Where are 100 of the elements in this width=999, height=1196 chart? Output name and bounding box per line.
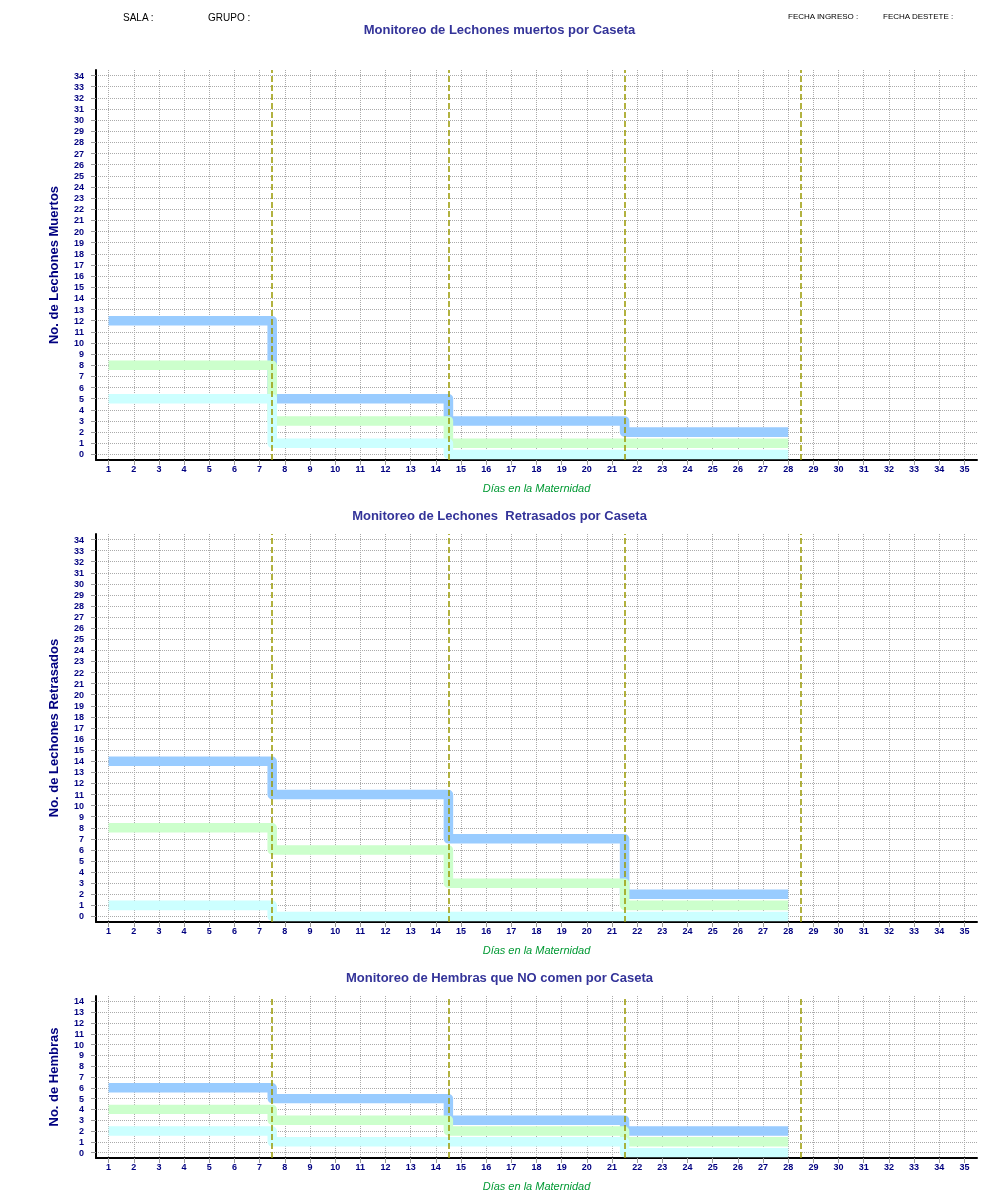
- x-tick-label: 7: [257, 925, 263, 936]
- y-tick-label: 4: [78, 867, 84, 878]
- y-tick-label: 1: [78, 900, 84, 911]
- x-tick-label: 5: [206, 925, 212, 936]
- x-tick-label: 29: [808, 925, 819, 936]
- x-tick-label: 11: [355, 1161, 366, 1172]
- x-tick-label: 35: [959, 463, 970, 474]
- x-tick-label: 14: [430, 463, 441, 474]
- x-tick-label: 16: [481, 925, 492, 936]
- x-tick-label: 34: [934, 1161, 945, 1172]
- y-tick-label: 3: [78, 416, 84, 426]
- x-tick-label: 23: [657, 463, 668, 474]
- y-tick-label: 3: [78, 878, 84, 889]
- y-tick-label: 25: [73, 634, 84, 645]
- y-tick-label: 24: [73, 182, 84, 192]
- x-tick-label: 28: [783, 463, 794, 474]
- y-tick-label: 34: [73, 534, 84, 545]
- x-tick-label: 29: [808, 1161, 819, 1172]
- x-tick-label: 27: [758, 463, 769, 474]
- x-tick-label: 22: [632, 925, 643, 936]
- y-tick-label: 21: [73, 215, 84, 226]
- y-tick-label: 15: [73, 282, 84, 293]
- x-tick-label: 20: [581, 925, 592, 936]
- y-tick-label: 11: [74, 789, 84, 800]
- x-tick-label: 8: [282, 1161, 288, 1172]
- y-tick-label: 2: [78, 1126, 84, 1136]
- y-tick-label: 6: [78, 382, 84, 393]
- y-tick-label: 27: [73, 148, 84, 159]
- x-tick-label: 3: [156, 1161, 162, 1172]
- y-tick-label: 23: [73, 193, 84, 204]
- x-tick-label: 9: [307, 1161, 313, 1172]
- x-tick-label: 10: [330, 1161, 341, 1172]
- x-tick-label: 35: [959, 1161, 970, 1172]
- x-axis-title: Días en la Maternidad: [482, 1179, 592, 1192]
- y-tick-label: 18: [73, 711, 84, 722]
- x-tick-label: 27: [758, 1161, 769, 1172]
- x-tick-label: 33: [909, 463, 920, 474]
- x-tick-label: 30: [833, 463, 844, 474]
- y-tick-label: 10: [73, 338, 84, 348]
- x-tick-label: 19: [556, 925, 567, 936]
- x-tick-label: 3: [156, 925, 162, 936]
- x-tick-label: 9: [307, 925, 313, 936]
- x-tick-label: 34: [934, 925, 945, 936]
- x-tick-label: 4: [181, 463, 187, 474]
- x-tick-label: 11: [355, 925, 366, 936]
- x-tick-label: 14: [430, 1161, 441, 1172]
- x-tick-label: 18: [531, 463, 542, 474]
- y-tick-label: 9: [78, 811, 84, 822]
- x-tick-label: 6: [231, 925, 237, 936]
- x-tick-label: 6: [231, 463, 237, 474]
- x-tick-label: 2: [131, 925, 137, 936]
- x-tick-label: 24: [682, 463, 693, 474]
- y-tick-label: 12: [73, 1018, 84, 1028]
- y-axis-title: No. de Hembras: [46, 1027, 61, 1127]
- x-tick-label: 13: [405, 463, 416, 474]
- x-tick-label: 17: [506, 1161, 517, 1172]
- x-tick-label: 21: [607, 1161, 618, 1172]
- x-tick-label: 21: [607, 925, 618, 936]
- y-tick-label: 5: [78, 393, 84, 404]
- x-tick-label: 26: [732, 1161, 743, 1172]
- y-tick-label: 14: [73, 293, 84, 304]
- y-tick-label: 0: [78, 1147, 84, 1158]
- x-tick-label: 16: [481, 1161, 492, 1172]
- x-tick-label: 12: [380, 1161, 391, 1172]
- x-tick-label: 15: [455, 1161, 466, 1172]
- text: FECHA INGRESO :: [788, 11, 859, 21]
- y-tick-label: 17: [73, 260, 84, 270]
- x-tick-label: 29: [808, 463, 819, 474]
- x-tick-label: 20: [581, 463, 592, 474]
- y-tick-label: 27: [73, 612, 84, 623]
- y-tick-label: 26: [73, 159, 84, 170]
- y-tick-label: 14: [73, 996, 84, 1007]
- x-tick-label: 14: [430, 925, 441, 936]
- y-tick-label: 33: [73, 81, 84, 92]
- x-tick-label: 19: [556, 1161, 567, 1172]
- y-tick-label: 10: [73, 1039, 84, 1050]
- x-tick-label: 1: [106, 463, 112, 474]
- y-tick-label: 30: [73, 578, 84, 589]
- y-tick-label: 31: [73, 104, 84, 114]
- x-tick-label: 31: [858, 463, 869, 474]
- y-tick-label: 9: [78, 349, 84, 360]
- y-tick-label: 12: [73, 315, 84, 326]
- x-tick-label: 26: [732, 463, 743, 474]
- x-tick-label: 13: [405, 1161, 416, 1172]
- y-tick-label: 19: [73, 700, 84, 711]
- y-tick-label: 14: [73, 756, 84, 767]
- y-tick-label: 7: [78, 1072, 84, 1082]
- text: FECHA DESTETE :: [883, 11, 954, 21]
- y-tick-label: 1: [78, 1136, 84, 1147]
- x-tick-label: 5: [206, 1161, 212, 1172]
- y-tick-label: 30: [73, 115, 84, 126]
- x-tick-label: 13: [405, 925, 416, 936]
- y-tick-label: 7: [78, 371, 84, 382]
- y-tick-label: 28: [73, 601, 84, 612]
- y-tick-label: 12: [73, 778, 84, 789]
- y-tick-label: 4: [78, 1104, 84, 1115]
- x-tick-label: 28: [783, 925, 794, 936]
- y-tick-label: 1: [78, 438, 84, 449]
- y-tick-label: 8: [78, 360, 84, 371]
- x-tick-label: 1: [106, 1161, 112, 1172]
